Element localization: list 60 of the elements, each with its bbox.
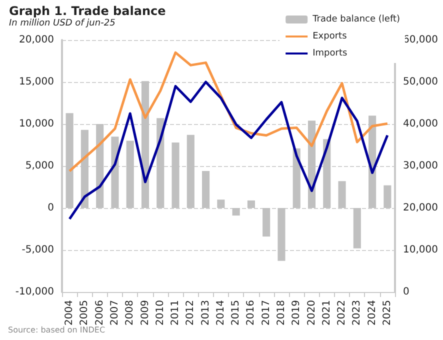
bar bbox=[338, 181, 346, 208]
y2-tick-label: 10,000 bbox=[403, 244, 438, 256]
source-note: Source: based on INDEC bbox=[8, 326, 106, 334]
bar bbox=[247, 200, 255, 208]
x-tick-label: 2006 bbox=[94, 300, 106, 326]
x-tick-label: 2014 bbox=[215, 300, 226, 326]
x-tick-label: 2010 bbox=[154, 300, 166, 326]
legend-label: Imports bbox=[312, 48, 348, 58]
x-tick-label: 2004 bbox=[64, 300, 76, 326]
bar bbox=[156, 118, 164, 208]
x-tick-label: 2012 bbox=[185, 300, 196, 326]
x-tick-label: 2018 bbox=[276, 300, 287, 326]
x-tick-label: 2011 bbox=[170, 300, 182, 326]
x-tick-label: 2021 bbox=[321, 300, 332, 326]
bar bbox=[172, 142, 180, 208]
y-tick-label: -10,000 bbox=[15, 286, 54, 298]
y-tick-label: 5,000 bbox=[25, 160, 54, 172]
y-tick-label: 15,000 bbox=[19, 76, 54, 88]
y-tick-label: 0 bbox=[48, 202, 54, 214]
x-tick-label: 2019 bbox=[291, 300, 302, 326]
bar bbox=[353, 208, 361, 248]
x-tick-label: 2005 bbox=[79, 300, 90, 326]
x-tick-label: 2015 bbox=[230, 300, 242, 326]
legend-label: Trade balance (left) bbox=[312, 14, 400, 24]
x-tick-label: 2016 bbox=[246, 300, 257, 326]
legend-label: Exports bbox=[312, 32, 348, 42]
bar bbox=[126, 140, 134, 208]
y-tick-label: 20,000 bbox=[19, 34, 54, 46]
x-tick-label: 2008 bbox=[124, 300, 136, 326]
bar bbox=[202, 171, 210, 208]
y2-tick-label: 50,000 bbox=[403, 76, 438, 88]
y2-tick-label: 20,000 bbox=[403, 202, 438, 214]
line-series bbox=[68, 80, 389, 220]
bar bbox=[384, 185, 392, 208]
bar bbox=[96, 124, 104, 208]
bar bbox=[217, 200, 225, 208]
y2-tick-label: 0 bbox=[403, 286, 410, 298]
bar bbox=[278, 208, 286, 261]
x-tick-label: 2017 bbox=[260, 300, 272, 326]
x-tick-label: 2009 bbox=[140, 300, 151, 326]
x-tick-label: 2007 bbox=[109, 300, 120, 326]
y2-tick-label: 30,000 bbox=[403, 160, 438, 172]
y-tick-label: 10,000 bbox=[19, 118, 54, 130]
x-tick-label: 2013 bbox=[200, 300, 212, 326]
line-series bbox=[68, 51, 389, 172]
bar bbox=[80, 130, 88, 208]
chart-title: Graph 1. Trade balance bbox=[9, 4, 166, 18]
x-tick-label: 2024 bbox=[366, 300, 378, 326]
bar bbox=[186, 134, 194, 208]
bar bbox=[111, 136, 119, 208]
bar bbox=[262, 208, 270, 237]
bar bbox=[66, 113, 74, 208]
bar bbox=[232, 208, 240, 216]
chart-subtitle: In million USD of jun-25 bbox=[9, 18, 116, 28]
y-tick-label: -5,000 bbox=[22, 244, 54, 256]
x-tick-label: 2023 bbox=[352, 300, 363, 326]
y2-tick-label: 40,000 bbox=[403, 118, 438, 130]
x-tick-label: 2025 bbox=[382, 300, 393, 326]
x-tick-label: 2022 bbox=[336, 300, 348, 326]
x-tick-label: 2020 bbox=[306, 300, 318, 326]
